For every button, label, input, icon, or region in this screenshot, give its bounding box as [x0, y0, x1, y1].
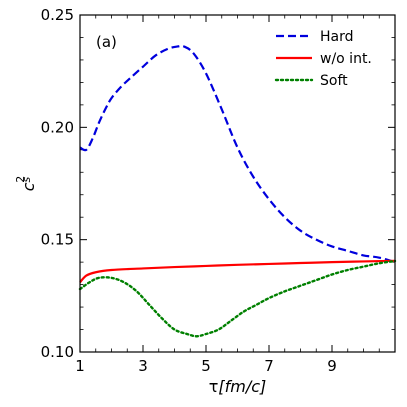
panel-label: (a): [96, 33, 117, 51]
y-axis-label-base: c: [19, 182, 38, 191]
plot-frame: [79, 14, 396, 353]
y-tick-label: 0.25: [41, 6, 74, 24]
y-tick-label: 0.15: [41, 231, 74, 249]
tick-labels-layer: 1 3 5 7 9 0.10 0.15 0.20 0.25: [41, 6, 337, 375]
series-line-w-o-int: [79, 259, 396, 284]
y-axis-label: cs2: [14, 176, 38, 192]
legend-label: Soft: [320, 73, 348, 89]
x-axis-label-symbol: τ: [209, 377, 219, 396]
series-line-soft: [78, 259, 397, 338]
y-tick-label: 0.10: [41, 343, 74, 361]
x-tick-label: 9: [327, 357, 337, 375]
y-axis-label-sub: s: [20, 176, 33, 182]
legend-label: w/o int.: [320, 51, 372, 67]
x-tick-label: 3: [138, 357, 148, 375]
x-tick-label: 5: [201, 357, 211, 375]
y-axis-label-sup: 2: [14, 176, 27, 183]
series-line-hard: [79, 44, 396, 264]
y-tick-label: 0.20: [41, 118, 74, 136]
x-axis-label-unit: [fm/c]: [218, 377, 266, 396]
legend-label: Hard: [320, 29, 354, 45]
x-tick-label: 7: [264, 357, 274, 375]
legend: Hard w/o int. Soft: [274, 29, 372, 89]
series-layer: [78, 44, 397, 338]
x-axis-label: τ[fm/c]: [209, 377, 267, 396]
x-tick-label: 1: [75, 357, 85, 375]
